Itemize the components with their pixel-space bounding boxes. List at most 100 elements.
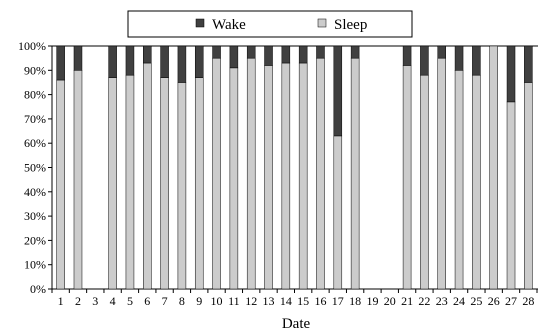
bar-wake-12 [246,45,256,59]
bar-sleep-22 [420,74,429,290]
y-tick-label: 70% [24,112,46,126]
bar-wake-1 [56,45,65,81]
bar-sleep-9 [194,77,204,290]
x-tick-label-12: 12 [245,294,257,308]
y-tick-label: 30% [24,209,46,223]
x-tick-label-26: 26 [488,294,500,308]
bar-sleep-27 [506,101,516,290]
x-tick-label-5: 5 [127,294,133,308]
x-tick-label-21: 21 [401,294,413,308]
legend-label-sleep: Sleep [334,17,367,33]
x-tick-label-20: 20 [384,294,396,308]
x-axis-title: Date [282,316,311,331]
x-axis: 1 2 3 4 5 6 7 8 9 10 11 12 13 14 15 16 17 18 19 20 21 22 23 24 2… [51,289,538,308]
legend-swatch-wake [195,18,205,28]
bar-sleep-21 [402,65,412,290]
bar-sleep-14 [281,62,291,290]
bar-sleep-24 [454,70,464,290]
bar-sleep-12 [246,57,256,290]
bar-sleep-25 [472,74,481,290]
plot-frame [51,45,538,290]
legend: Wake Sleep [127,10,413,38]
legend-box [127,10,413,38]
x-tick-label-2: 2 [75,294,81,308]
bar-wake-5 [125,45,135,76]
y-tick-label: 60% [24,136,46,150]
x-tick-label-25: 25 [470,294,482,308]
y-tick-label: 40% [24,185,46,199]
bar-wake-7 [160,45,169,78]
bar-sleep-8 [177,82,187,290]
bar-sleep-11 [229,67,239,290]
y-tick-label: 20% [24,233,46,247]
bar-wake-28 [524,45,533,83]
bars [56,45,533,290]
bar-sleep-6 [143,62,152,290]
bar-wake-22 [420,45,429,76]
x-tick-label-22: 22 [418,294,430,308]
bar-wake-2 [73,45,83,71]
legend-swatch-sleep [317,18,327,28]
bar-wake-21 [402,45,412,66]
bar-wake-10 [212,45,221,59]
x-tick-label-23: 23 [436,294,448,308]
bar-wake-6 [143,45,152,64]
bar-sleep-26 [489,45,498,290]
x-tick-label-14: 14 [280,294,292,308]
x-tick-label-8: 8 [179,294,185,308]
x-tick-label-4: 4 [110,294,116,308]
bar-sleep-15 [298,62,308,290]
x-tick-label-6: 6 [144,294,150,308]
bar-sleep-1 [56,79,65,290]
x-tick-label-19: 19 [366,294,378,308]
bar-wake-4 [108,45,117,78]
bar-sleep-28 [524,82,533,290]
bar-wake-9 [194,45,204,78]
bar-wake-11 [229,45,239,69]
bar-sleep-17 [333,135,343,290]
x-tick-label-17: 17 [332,294,344,308]
x-tick-label-27: 27 [505,294,517,308]
bar-sleep-23 [437,57,446,290]
bar-sleep-5 [125,74,135,290]
bar-wake-25 [472,45,481,76]
y-tick-label: 80% [24,88,46,102]
bar-wake-27 [506,45,516,103]
bar-sleep-13 [264,65,273,290]
bar-wake-16 [316,45,325,59]
x-tick-label-7: 7 [162,294,168,308]
bar-wake-13 [264,45,273,66]
bar-wake-18 [350,45,360,59]
x-tick-label-28: 28 [522,294,534,308]
x-tick-label-9: 9 [196,294,202,308]
x-tick-label-3: 3 [92,294,98,308]
bar-sleep-18 [350,57,360,290]
bar-sleep-2 [73,70,83,290]
bar-wake-15 [298,45,308,64]
y-tick-label: 50% [24,161,46,175]
x-tick-label-16: 16 [314,294,326,308]
bar-wake-8 [177,45,187,83]
x-tick-label-1: 1 [58,294,64,308]
bar-sleep-16 [316,57,325,290]
legend-label-wake: Wake [212,17,246,33]
y-tick-label: 10% [24,258,46,272]
bar-wake-23 [437,45,446,59]
y-axis: 0% 10% 20% 30% 40% 50% 60% 70% 80% 90% 100% [18,39,52,296]
x-tick-label-10: 10 [211,294,223,308]
bar-wake-17 [333,45,343,137]
bar-sleep-7 [160,77,169,290]
x-tick-label-24: 24 [453,294,465,308]
y-tick-label: 90% [24,63,46,77]
x-tick-label-18: 18 [349,294,361,308]
y-tick-label: 100% [18,39,46,53]
x-tick-label-11: 11 [228,294,240,308]
x-tick-label-13: 13 [263,294,275,308]
bar-sleep-10 [212,57,221,290]
x-tick-label-15: 15 [297,294,309,308]
bar-sleep-4 [108,77,117,290]
y-tick-label: 0% [30,282,46,296]
bar-wake-14 [281,45,291,64]
